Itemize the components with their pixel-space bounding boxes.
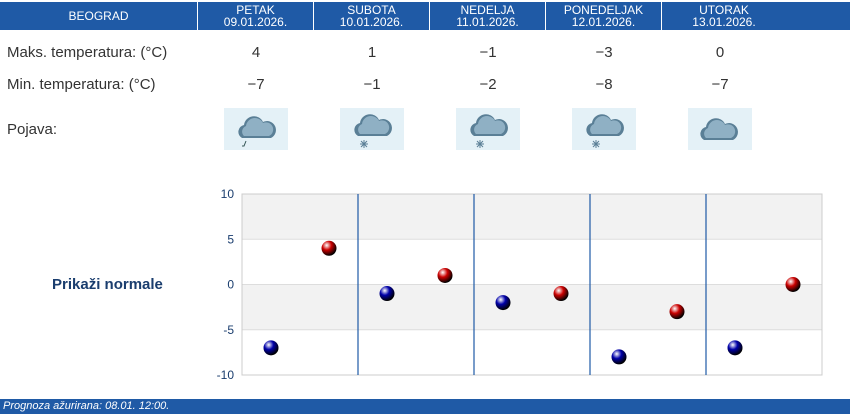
y-tick-label: 5 (227, 232, 234, 246)
max-temp-point (669, 304, 685, 320)
grid-band (242, 329, 822, 375)
max-temp-point (321, 240, 337, 256)
day-name: UTORAK (699, 3, 749, 17)
grid-band (242, 194, 822, 240)
day-date: 09.01.2026. (223, 15, 288, 29)
grid-band (242, 284, 822, 330)
min-temp-point (611, 349, 627, 365)
city-name: BEOGRAD (0, 2, 198, 30)
day-date: 13.01.2026. (692, 15, 756, 29)
pojava-row: Pojava: (0, 106, 850, 152)
day-date: 11.01.2026. (456, 15, 519, 29)
plot-border (241, 193, 823, 376)
min-temp-point (263, 340, 279, 356)
y-tick-label: -5 (223, 323, 234, 337)
forecast-updated: Prognoza ažurirana: 08.01. 12:00. (0, 399, 850, 414)
min-temp-value: −8 (595, 75, 613, 93)
show-normals-toggle[interactable]: Prikaži normale (52, 276, 163, 293)
day-date: 12.01.2026. (571, 15, 636, 29)
day-name: NEDELJA (460, 3, 515, 17)
day-header: NEDELJA 11.01.2026. (430, 2, 546, 30)
day-header: PETAK 09.01.2026. (198, 2, 314, 30)
cloud-rain-icon (224, 108, 288, 150)
max-temp-value: −1 (479, 43, 497, 61)
cloud-icon (688, 108, 752, 150)
cloud-snow-icon (456, 108, 520, 150)
min-temp-point (495, 295, 511, 311)
max-temp-point (785, 277, 801, 292)
day-header: UTORAK 13.01.2026. (662, 2, 786, 30)
max-temp-value: 4 (251, 43, 261, 61)
max-temp-value: 0 (715, 43, 725, 61)
min-temp-row: Min. temperatura: (°C) −7 −1 −2 −8 −7 (0, 72, 850, 96)
min-temp-value: −1 (363, 75, 381, 93)
min-temp-point (379, 286, 395, 302)
min-temp-value: −7 (247, 75, 265, 93)
min-temp-value: −2 (479, 75, 497, 93)
max-temp-value: 1 (367, 43, 377, 61)
day-name: SUBOTA (347, 3, 396, 17)
min-temp-point (727, 340, 743, 356)
y-tick-label: 0 (227, 278, 234, 292)
day-date: 10.01.2026. (339, 15, 404, 29)
max-temp-point (553, 286, 569, 302)
max-temp-value: −3 (595, 43, 613, 61)
forecast-header: BEOGRAD PETAK 09.01.2026. SUBOTA 10.01.2… (0, 2, 850, 30)
min-temp-label: Min. temperatura: (°C) (7, 75, 156, 93)
max-temp-point (437, 267, 453, 283)
grid-band (242, 239, 822, 285)
pojava-label: Pojava: (7, 120, 58, 138)
day-name: PONEDELJAK (563, 3, 644, 17)
max-temp-label: Maks. temperatura: (°C) (7, 43, 168, 61)
day-header: PONEDELJAK 12.01.2026. (546, 2, 662, 30)
y-tick-label: 10 (221, 187, 235, 201)
min-temp-value: −7 (711, 75, 729, 93)
cloud-snow-icon (572, 108, 636, 150)
max-temp-row: Maks. temperatura: (°C) 4 1 −1 −3 0 (0, 40, 850, 64)
day-name: PETAK (236, 3, 275, 17)
cloud-snow-icon (340, 108, 404, 150)
day-header: SUBOTA 10.01.2026. (314, 2, 430, 30)
temperature-chart: 10 5 0 -5 -10 (217, 187, 823, 382)
y-tick-label: -10 (217, 368, 235, 382)
